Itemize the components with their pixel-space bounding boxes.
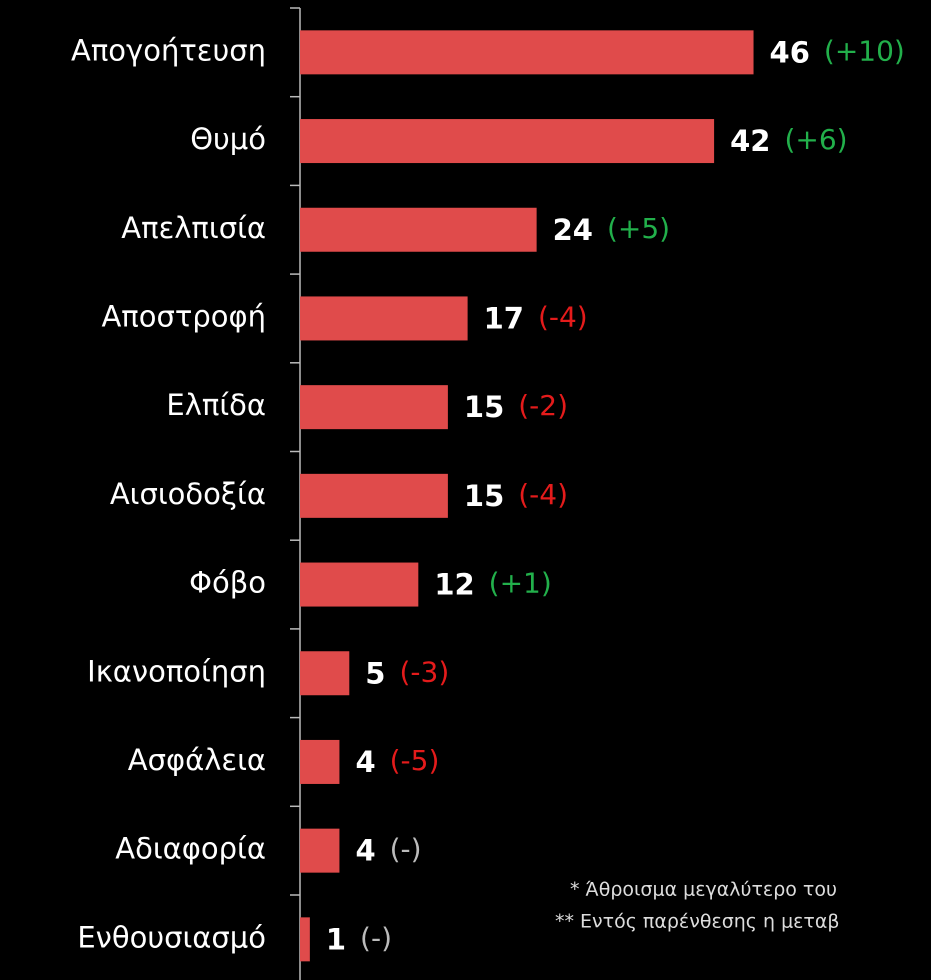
- change-label: (+1): [489, 567, 552, 600]
- bar: [300, 739, 340, 784]
- change-label: (-): [390, 833, 422, 866]
- bar: [300, 651, 350, 696]
- bar: [300, 30, 754, 75]
- change-label: (-3): [399, 655, 449, 688]
- bar: [300, 917, 310, 962]
- bar: [300, 207, 537, 252]
- category-label: Θυμό: [190, 122, 266, 156]
- category-label: Ασφάλεια: [128, 743, 266, 777]
- bar: [300, 562, 419, 607]
- value-label: 4: [355, 745, 375, 779]
- category-label: Αδιαφορία: [115, 832, 266, 866]
- value-label: 5: [365, 656, 385, 690]
- change-label: (+6): [784, 123, 847, 156]
- category-label: Ενθουσιασμό: [77, 920, 266, 954]
- category-label: Φόβο: [189, 566, 266, 600]
- value-label: 15: [464, 479, 504, 513]
- footnote: * Άθροισμα μεγαλύτερο του: [570, 879, 837, 901]
- bar: [300, 828, 340, 873]
- category-label: Απογοήτευση: [71, 33, 266, 67]
- category-label: Αποστροφή: [101, 299, 266, 333]
- change-label: (-): [360, 921, 392, 954]
- bar: [300, 296, 468, 341]
- value-label: 12: [434, 568, 474, 602]
- change-label: (+10): [824, 34, 905, 67]
- value-label: 15: [464, 390, 504, 424]
- footnote: ** Εντός παρένθεσης η μεταβ: [555, 911, 840, 933]
- value-label: 24: [553, 213, 593, 247]
- value-label: 4: [355, 834, 375, 868]
- change-label: (-5): [390, 744, 440, 777]
- change-label: (-4): [538, 300, 588, 333]
- change-label: (+5): [607, 212, 670, 245]
- bar: [300, 119, 715, 164]
- bar: [300, 473, 448, 518]
- value-label: 1: [326, 922, 346, 956]
- category-label: Αισιοδοξία: [110, 477, 266, 511]
- value-label: 42: [730, 124, 770, 158]
- change-label: (-2): [518, 389, 568, 422]
- category-label: Απελπισία: [121, 211, 266, 245]
- value-label: 46: [770, 35, 810, 69]
- value-label: 17: [484, 301, 524, 335]
- bar: [300, 385, 448, 430]
- category-label: Ικανοποίηση: [87, 654, 266, 688]
- category-label: Ελπίδα: [166, 388, 266, 422]
- change-label: (-4): [518, 478, 568, 511]
